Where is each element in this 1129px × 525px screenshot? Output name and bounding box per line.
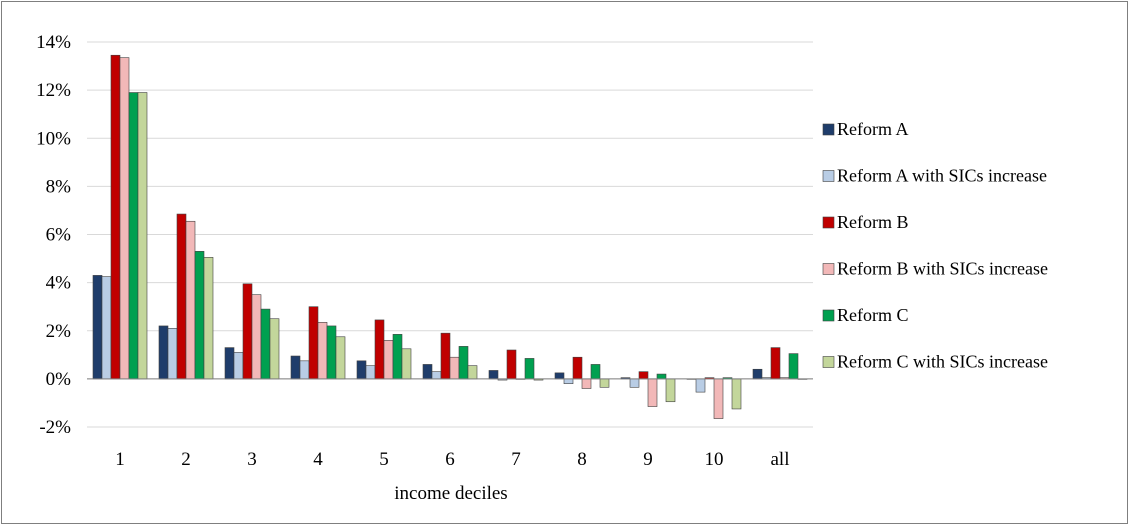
bar [590,364,601,380]
bar [431,371,442,380]
bar [260,308,271,380]
bar [383,340,394,380]
bar [242,283,253,380]
bar [731,378,742,410]
bar [440,332,451,380]
legend-swatch [822,309,835,322]
x-tick-label: 3 [247,449,257,470]
bar [401,348,412,380]
bar [158,325,169,380]
bars-group [87,54,813,419]
bar [194,251,205,380]
y-tick-label: 10% [36,128,71,149]
legend-swatch [822,123,835,136]
bar [554,372,565,380]
x-tick-label: all [771,449,790,470]
bar [308,306,319,380]
bar [224,347,235,380]
bar [326,325,337,380]
x-tick-label: 6 [445,449,455,470]
bar [101,276,112,380]
bar [137,92,148,380]
bar [119,57,130,380]
bar [770,347,781,380]
bar [92,275,103,380]
legend-label: Reform C [837,305,909,325]
bar [203,257,214,380]
bar [467,365,478,380]
bar [299,360,310,380]
bar [488,370,499,380]
x-tick-labels: 1 2 3 4 5 6 7 8 9 10 all [115,449,789,470]
y-tick-label: -2% [39,417,71,438]
bar [251,294,262,380]
x-tick-label: 7 [511,449,521,470]
bar [374,319,385,380]
bar [335,336,346,380]
y-tick-label: 12% [36,80,71,101]
legend-swatch [822,170,835,182]
legend-swatch [822,263,835,275]
bar [233,352,244,380]
x-tick-label: 10 [705,449,724,470]
legend: Reform A Reform A with SICs increase Refor… [822,119,1048,372]
bar [647,378,658,407]
bar [629,378,640,388]
bar [656,373,667,380]
legend-label: Reform A [837,119,909,139]
bar [269,318,280,380]
y-tick-label: 2% [46,321,72,342]
x-axis-label: income deciles [394,483,507,504]
bar [422,364,433,380]
legend-label: Reform B [837,212,909,232]
bar [638,371,649,380]
x-tick-label: 8 [577,449,587,470]
bar [581,378,592,389]
bar [713,378,724,419]
bar [110,54,121,380]
bar [176,213,187,380]
bar [788,353,799,380]
x-tick-label: 5 [379,449,389,470]
y-tick-label: 14% [36,32,71,53]
bar [356,360,367,380]
legend-label: Reform B with SICs increase [837,259,1048,279]
y-tick-label: 8% [46,176,72,197]
y-tick-labels: -2% 0% 2% 4% 6% 8% 10% 12% 14% [36,32,71,438]
y-tick-label: 0% [46,369,72,390]
x-tick-label: 1 [115,449,125,470]
legend-label: Reform C with SICs increase [837,352,1048,372]
bar [572,356,583,380]
bar [317,322,328,380]
y-tick-label: 4% [46,273,72,294]
legend-swatch [822,216,835,229]
x-tick-label: 4 [313,449,323,470]
y-tick-label: 6% [46,225,72,246]
bar [392,334,403,380]
bar [506,349,517,380]
bar [290,355,301,380]
bar [458,346,469,380]
x-tick-label: 9 [643,449,653,470]
legend-label: Reform A with SICs increase [837,166,1047,186]
bar [563,378,574,384]
bar [599,378,610,388]
bar [752,368,763,380]
bar [695,378,706,393]
legend-swatch [822,356,835,368]
bar [167,328,178,380]
bar [524,358,535,380]
bar [185,220,196,380]
bar [128,92,139,380]
bar [365,365,376,380]
bar [665,378,676,403]
bar [449,356,460,380]
x-tick-label: 2 [181,449,191,470]
